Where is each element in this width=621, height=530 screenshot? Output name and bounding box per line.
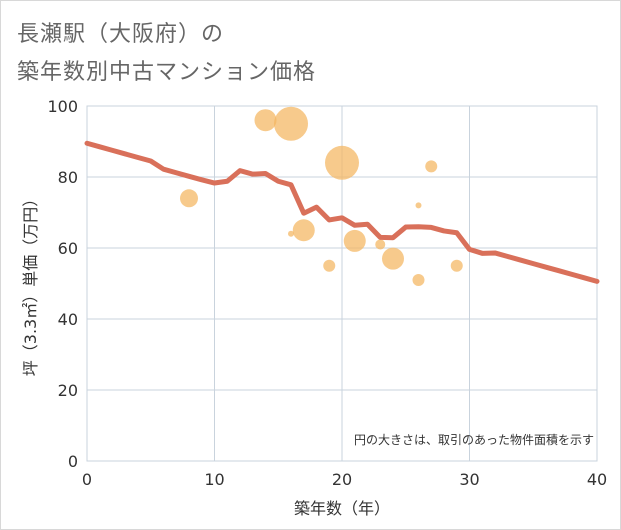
x-axis-label: 築年数（年） — [294, 499, 390, 518]
y-tick-label: 20 — [58, 381, 78, 400]
bubble-point — [254, 109, 277, 132]
x-tick-label: 0 — [82, 470, 92, 489]
bubble-point — [412, 273, 425, 286]
trend-line — [84, 140, 600, 284]
y-tick-label: 40 — [58, 310, 78, 329]
x-tick-label: 40 — [587, 470, 607, 489]
x-tick-label: 20 — [332, 470, 352, 489]
bubble-point — [325, 145, 359, 180]
bubble-point — [180, 189, 198, 208]
chart-title-line1: 長瀬駅（大阪府）の — [17, 22, 225, 47]
x-tick-label: 30 — [459, 470, 479, 489]
bubble-size-note: 円の大きさは、取引のあった物件面積を示す — [354, 432, 594, 447]
line-series — [84, 140, 600, 284]
bubble-point — [288, 230, 294, 237]
bubble-point — [323, 259, 336, 272]
y-axis-label: 坪（3.3㎡）単価（万円） — [21, 191, 40, 376]
bubble-point — [292, 219, 315, 242]
bubble-point — [425, 160, 438, 173]
bubble-point — [415, 202, 422, 209]
y-tick-label: 80 — [58, 168, 78, 187]
chart-title-line2: 築年数別中古マンション価格 — [17, 60, 317, 85]
bubble-point — [382, 247, 404, 270]
y-tick-label: 100 — [47, 97, 78, 116]
y-tick-label: 0 — [68, 452, 78, 471]
y-tick-label: 60 — [58, 239, 78, 258]
bubble-point — [274, 106, 308, 141]
bubble-point — [343, 229, 366, 252]
bubble-series — [180, 106, 463, 286]
x-tick-label: 10 — [204, 470, 224, 489]
bubble-point — [450, 259, 463, 272]
tick-labels: 0 10 20 30 40 0 20 40 60 80 100 — [47, 97, 607, 489]
bubble-point — [375, 239, 386, 250]
